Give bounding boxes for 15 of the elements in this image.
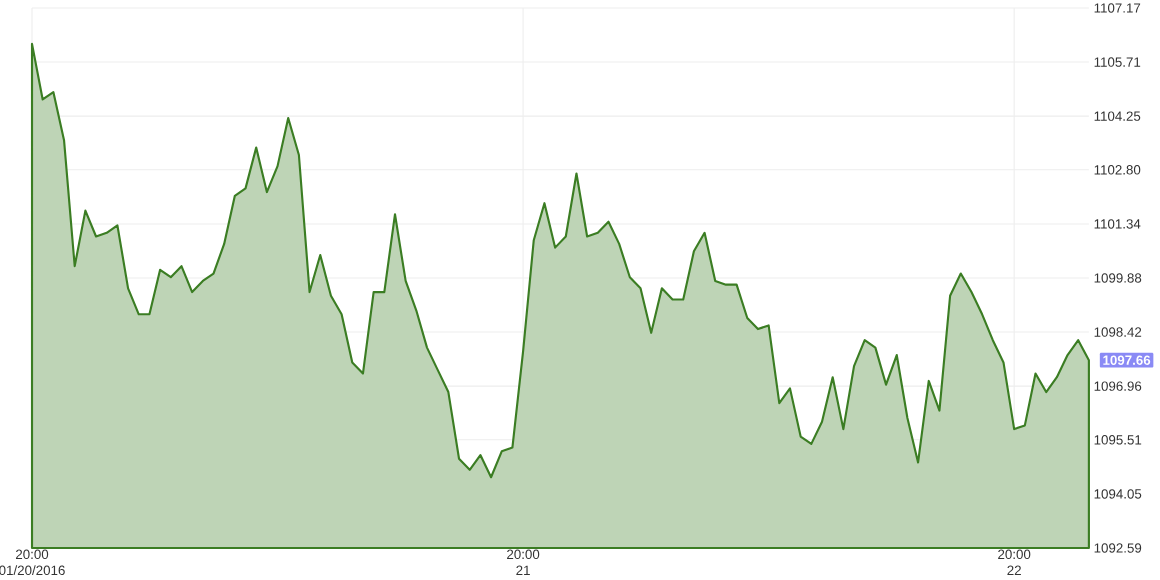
x-tick-label: 20:00 21 xyxy=(507,549,540,575)
y-tick-label: 1105.71 xyxy=(1094,57,1141,67)
y-tick-label: 1098.42 xyxy=(1094,327,1142,337)
y-tick-label: 1094.05 xyxy=(1094,489,1142,499)
y-tick-label: 1095.51 xyxy=(1094,435,1142,445)
text: 1097.66 xyxy=(1103,355,1151,365)
y-tick-label: 1099.88 xyxy=(1094,273,1142,283)
y-tick-label: 1092.59 xyxy=(1094,543,1142,553)
y-tick-label: 1096.96 xyxy=(1094,381,1142,391)
x-tick-label: 20:00 01/20/2016 xyxy=(0,549,65,576)
y-tick-label: 1101.34 xyxy=(1094,219,1141,229)
y-tick-label: 1102.80 xyxy=(1094,165,1141,175)
x-tick-label: 20:00 22 xyxy=(998,549,1031,575)
y-tick-label: 1104.25 xyxy=(1094,111,1141,121)
y-tick-label: 1107.17 xyxy=(1094,3,1141,13)
